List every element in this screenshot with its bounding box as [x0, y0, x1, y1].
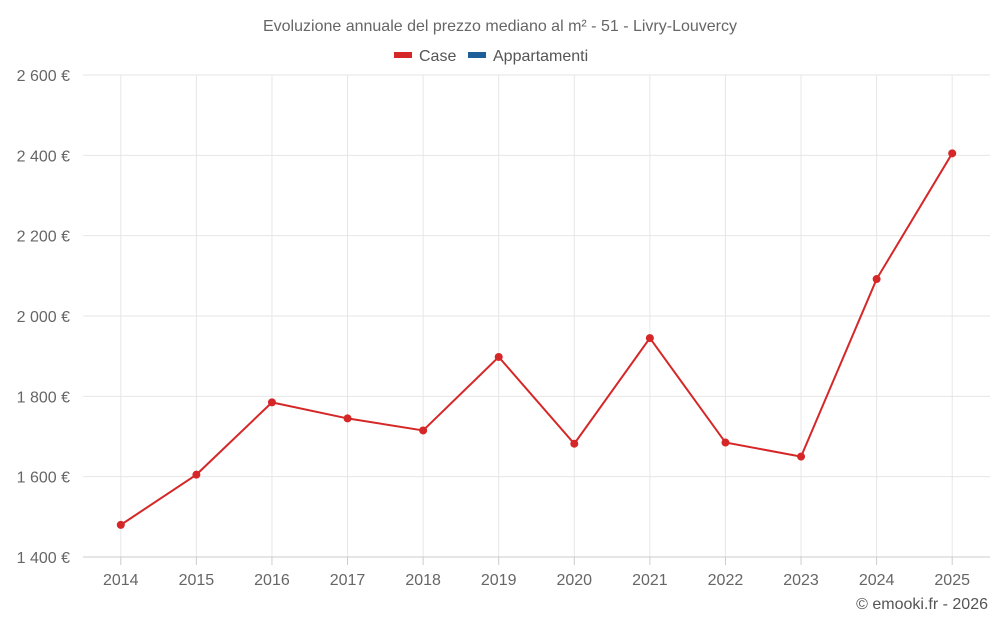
data-point[interactable] [948, 149, 957, 158]
legend-item-case[interactable]: Case [394, 48, 456, 65]
chart-title: Evoluzione annuale del prezzo mediano al… [263, 18, 737, 35]
y-axis: 1 400 € 1 600 € 1 800 € 2 000 € 2 200 € 2 400… [17, 68, 70, 567]
y-tick-label: 1 400 € [17, 550, 70, 567]
x-tick-label: 2022 [708, 572, 744, 589]
x-tick-label: 2014 [103, 572, 139, 589]
x-tick-label: 2023 [783, 572, 819, 589]
data-point[interactable] [721, 438, 730, 447]
x-tick-label: 2025 [934, 572, 970, 589]
legend-swatch-case [394, 52, 412, 58]
legend-label-case: Case [419, 48, 456, 65]
x-tick-label: 2020 [556, 572, 592, 589]
x-tick-label: 2024 [859, 572, 895, 589]
data-point[interactable] [267, 398, 276, 407]
legend-swatch-appartamenti [468, 52, 486, 58]
x-tick-label: 2018 [405, 572, 441, 589]
legend-label-appartamenti: Appartamenti [493, 48, 588, 65]
data-point[interactable] [797, 452, 806, 461]
series-line [120, 152, 954, 526]
y-tick-label: 2 000 € [17, 309, 70, 326]
y-tick-label: 1 800 € [17, 389, 70, 406]
data-point[interactable] [343, 414, 352, 423]
y-tick-label: 2 600 € [17, 68, 70, 85]
y-tick-label: 2 400 € [17, 148, 70, 165]
data-point[interactable] [872, 275, 881, 284]
y-tick-label: 1 600 € [17, 470, 70, 487]
legend-item-appartamenti[interactable]: Appartamenti [468, 48, 588, 65]
data-point[interactable] [192, 470, 201, 479]
data-point[interactable] [116, 520, 125, 529]
gridlines [83, 74, 990, 557]
data-point[interactable] [419, 426, 428, 435]
x-tick-label: 2017 [330, 572, 366, 589]
series-case [116, 149, 957, 529]
data-point[interactable] [570, 439, 579, 448]
x-tick-label: 2016 [254, 572, 290, 589]
credit: © emooki.fr - 2026 [856, 596, 988, 613]
x-axis: 2014 2015 2016 2017 2018 2019 2020 2021 2022 2023… [103, 557, 970, 589]
x-tick-label: 2021 [632, 572, 668, 589]
x-tick-label: 2019 [481, 572, 517, 589]
y-tick-label: 2 200 € [17, 229, 70, 246]
x-tick-label: 2015 [179, 572, 215, 589]
legend: Case Appartamenti [394, 48, 588, 65]
data-point[interactable] [494, 352, 503, 361]
data-point[interactable] [645, 334, 654, 343]
